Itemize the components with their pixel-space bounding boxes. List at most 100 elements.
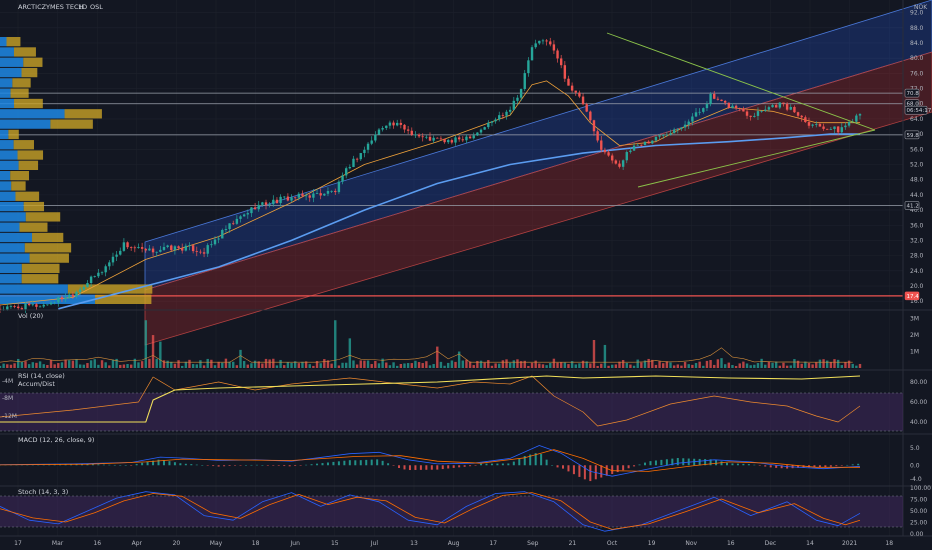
volume-bar xyxy=(144,320,147,368)
candle-body xyxy=(221,229,224,239)
price-label-3: 59.8 xyxy=(907,133,920,139)
time-axis-tick: Nov xyxy=(685,540,697,547)
volume-bar xyxy=(221,362,224,368)
candle-body xyxy=(847,122,851,126)
volume-bar xyxy=(57,363,60,368)
macd-histogram-bar xyxy=(480,463,483,466)
candle-body xyxy=(425,136,428,138)
volume-bar xyxy=(767,361,771,368)
volume-profile-up-bar xyxy=(0,109,65,119)
volume-bar xyxy=(38,361,42,368)
candle-body xyxy=(578,92,581,97)
volume-bar xyxy=(308,364,311,368)
macd-histogram-bar xyxy=(288,465,291,467)
volume-bar xyxy=(283,365,286,368)
volume-bar xyxy=(851,363,854,368)
volume-bar xyxy=(636,359,639,368)
macd-histogram-bar xyxy=(102,464,105,466)
macd-histogram-bar xyxy=(119,465,122,466)
candle-body xyxy=(829,129,833,130)
macd-histogram-bar xyxy=(392,465,395,466)
chart-grid xyxy=(0,0,903,536)
candle-body xyxy=(731,105,734,108)
candle-body xyxy=(257,204,260,210)
candle-body xyxy=(279,196,282,204)
volume-bar xyxy=(658,361,661,368)
candle-body xyxy=(709,93,712,105)
volume-bar xyxy=(31,362,34,368)
macd-histogram-bar xyxy=(343,460,346,466)
volume-profile-up-bar xyxy=(0,37,7,47)
candle-body xyxy=(235,218,239,224)
macd-histogram-bar xyxy=(824,465,827,468)
volume-bar xyxy=(691,364,694,368)
volume-profile-down-bar xyxy=(50,119,93,129)
candle-body xyxy=(126,242,129,248)
candle-body xyxy=(855,115,858,122)
volume-bar xyxy=(352,360,355,368)
price-axis-tick: 56.0 xyxy=(910,146,924,153)
candle-body xyxy=(53,302,56,304)
candle-body xyxy=(858,114,862,116)
macd-histogram-bar xyxy=(141,462,144,466)
candle-body xyxy=(355,158,359,160)
volume-profile-up-bar xyxy=(0,150,18,160)
macd-histogram-bar xyxy=(316,463,319,466)
volume-bar xyxy=(519,361,523,368)
price-axis-tick: 28.0 xyxy=(910,253,924,260)
macd-histogram-bar xyxy=(523,455,526,466)
volume-bar xyxy=(232,361,235,368)
macd-histogram-bar xyxy=(212,465,215,467)
time-axis-tick: 2021 xyxy=(842,540,857,547)
volume-bar xyxy=(465,359,468,368)
macd-histogram-bar xyxy=(474,465,477,466)
volume-profile-up-bar xyxy=(0,201,24,212)
macd-histogram-bar xyxy=(53,464,56,466)
candle-body xyxy=(742,108,745,112)
volume-profile xyxy=(0,37,153,304)
candle-body xyxy=(530,47,534,61)
candle-body xyxy=(78,289,82,292)
volume-bar xyxy=(257,361,260,368)
volume-bar xyxy=(807,363,811,368)
volume-bar xyxy=(596,365,599,368)
volume-bar xyxy=(815,362,818,368)
volume-bar xyxy=(184,361,188,368)
volume-bar xyxy=(261,363,264,368)
price-axis-tick: 84.0 xyxy=(910,40,924,47)
macd-histogram-bar xyxy=(518,458,521,466)
candle-body xyxy=(789,106,792,110)
rsi-axis-tick: 40.00 xyxy=(910,419,927,426)
candle-body xyxy=(549,41,552,45)
volume-profile-down-bar xyxy=(29,253,69,263)
candle-body xyxy=(242,214,246,217)
time-axis-tick: 14 xyxy=(806,540,814,547)
candle-body xyxy=(585,104,588,112)
volume-bar xyxy=(272,358,275,368)
macd-histogram-bar xyxy=(354,460,357,466)
candle-body xyxy=(359,153,362,160)
volume-bar xyxy=(228,361,231,368)
volume-profile-up-bar xyxy=(0,160,19,170)
volume-bar xyxy=(264,358,268,368)
price-axis-tick: 44.0 xyxy=(910,192,924,199)
candle-body xyxy=(344,168,348,176)
volume-bar xyxy=(399,363,403,368)
candle-body xyxy=(232,223,235,225)
candle-body xyxy=(662,135,665,136)
volume-bar xyxy=(552,358,556,368)
candle-body xyxy=(297,193,301,198)
candle-body xyxy=(272,199,275,205)
price-axis-tick: 80.0 xyxy=(910,55,924,62)
volume-bar xyxy=(443,365,446,368)
volume-bar xyxy=(312,365,315,368)
volume-bar xyxy=(173,363,177,368)
candle-body xyxy=(800,115,803,118)
macd-histogram-bar xyxy=(348,460,351,466)
candle-body xyxy=(199,251,202,253)
time-axis-tick: 17 xyxy=(14,540,22,547)
candle-body xyxy=(574,90,577,93)
volume-profile-up-bar xyxy=(0,232,33,243)
candle-body xyxy=(290,197,293,201)
